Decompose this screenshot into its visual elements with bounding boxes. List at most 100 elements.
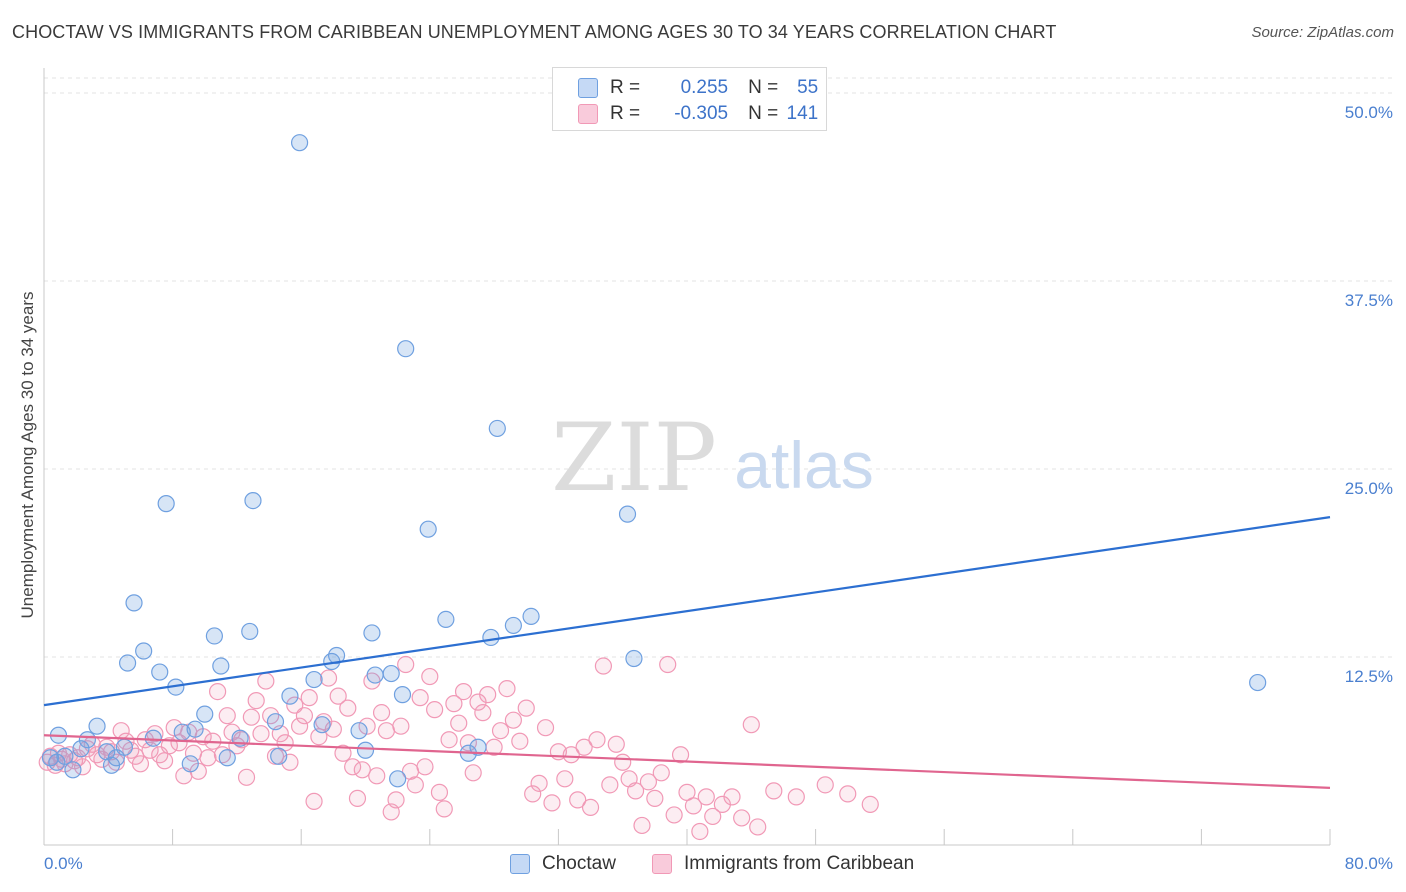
watermark: ZIP atlas: [551, 404, 874, 513]
choctaw-legend-label: Choctaw: [542, 853, 616, 874]
x-tick-labels: 0.0% 80.0%: [44, 854, 1393, 873]
choctaw-n-value: 55: [797, 77, 819, 98]
caribbean-point-102: [536, 719, 555, 737]
choctaw-point-54: [625, 649, 643, 668]
caribbean-point-93: [479, 686, 497, 704]
choctaw-point-5: [72, 740, 90, 758]
choctaw-point-11: [115, 738, 133, 756]
caribbean-legend-label: Immigrants from Caribbean: [684, 853, 915, 874]
caribbean-point-72: [377, 722, 395, 740]
caribbean-point-60: [319, 669, 338, 687]
choctaw-point-15: [144, 729, 162, 747]
caribbean-point-64: [339, 699, 357, 717]
caribbean-point-128: [704, 807, 722, 826]
caribbean-point-81: [421, 667, 439, 686]
caribbean-point-44: [242, 708, 260, 726]
choctaw-point-16: [151, 663, 169, 681]
caribbean-point-79: [411, 689, 429, 707]
caribbean-point-134: [765, 782, 783, 800]
caribbean-point-126: [691, 822, 709, 841]
choctaw-point-39: [363, 624, 381, 642]
caribbean-point-123: [671, 746, 690, 764]
caribbean-point-29: [170, 734, 188, 752]
choctaw-point-49: [482, 628, 500, 647]
caribbean-point-103: [543, 794, 561, 812]
caribbean-point-16: [107, 753, 125, 771]
choctaw-point-6: [78, 731, 97, 749]
caribbean-point-106: [562, 746, 580, 764]
r-label: R =: [610, 77, 641, 98]
bottom-legend-choctaw: Choctaw: [510, 852, 616, 876]
caribbean-point-88: [454, 682, 473, 701]
y-tick-label-2: 37.5%: [1345, 291, 1393, 310]
choctaw-point-31: [281, 687, 299, 705]
choctaw-point-44: [397, 340, 415, 358]
choctaw-point-3: [56, 747, 74, 765]
choctaw-r-value: 0.255: [680, 77, 729, 98]
caribbean-point-133: [749, 818, 767, 836]
caribbean-point-63: [334, 744, 352, 762]
caribbean-point-111: [594, 657, 613, 675]
choctaw-point-37: [350, 722, 368, 740]
caribbean-point-74: [387, 791, 405, 809]
choctaw-point-25: [218, 749, 236, 767]
n-label: N =: [748, 103, 779, 124]
legend-row-caribbean: R = -0.305 N = 141: [578, 102, 818, 126]
choctaw-point-32: [290, 134, 309, 152]
r-label: R =: [610, 103, 641, 124]
choctaw-point-33: [305, 670, 323, 689]
choctaw-point-30: [270, 747, 288, 765]
x-tick-label-min: 0.0%: [44, 854, 83, 873]
caribbean-point-127: [697, 788, 715, 806]
x-tick-label-max: 80.0%: [1345, 854, 1393, 873]
caribbean-point-95: [491, 722, 510, 740]
caribbean-point-87: [450, 714, 468, 732]
choctaw-point-12: [118, 654, 137, 672]
caribbean-point-62: [329, 687, 347, 705]
caribbean-point-66: [348, 789, 367, 807]
choctaw-point-36: [327, 646, 346, 665]
caribbean-point-110: [588, 731, 606, 749]
choctaw-point-17: [157, 495, 175, 513]
caribbean-point-45: [247, 692, 265, 710]
choctaw-point-55: [1249, 673, 1267, 692]
caribbean-point-109: [581, 798, 600, 817]
caribbean-point-85: [440, 731, 458, 749]
caribbean-point-100: [524, 785, 542, 803]
caribbean-point-35: [199, 749, 217, 767]
y-tick-label-1: 25.0%: [1345, 479, 1393, 498]
caribbean-point-70: [368, 767, 386, 785]
caribbean-point-113: [607, 735, 625, 753]
caribbean-point-112: [601, 776, 619, 794]
caribbean-point-105: [556, 770, 574, 788]
caribbean-point-38: [213, 746, 232, 764]
caribbean-point-75: [392, 717, 410, 735]
caribbean-point-107: [569, 791, 587, 809]
bottom-legend-caribbean: Immigrants from Caribbean: [652, 852, 914, 876]
caribbean-point-98: [511, 732, 529, 750]
caribbean-point-43: [237, 768, 256, 786]
caribbean-point-53: [286, 696, 304, 714]
caribbean-r-value: -0.305: [674, 103, 729, 124]
caribbean-point-68: [358, 717, 376, 735]
caribbean-point-138: [861, 795, 879, 813]
legend-row-choctaw: R = 0.255 N = 55: [578, 76, 818, 100]
caribbean-points: [38, 655, 879, 841]
caribbean-point-122: [665, 806, 683, 824]
choctaw-point-53: [618, 505, 637, 523]
choctaw-point-14: [135, 642, 153, 660]
choctaw-point-45: [419, 520, 437, 538]
choctaw-point-23: [205, 627, 223, 645]
caribbean-swatch: [578, 104, 598, 124]
caribbean-point-78: [406, 776, 424, 794]
caribbean-trendline: [43, 734, 1331, 789]
correlation-legend: R = 0.255 N = 55 R = -0.305 N = 141: [552, 67, 827, 131]
choctaw-point-20: [181, 755, 199, 773]
caribbean-point-71: [372, 704, 391, 722]
caribbean-point-118: [639, 773, 658, 791]
caribbean-point-136: [816, 776, 834, 794]
caribbean-point-55: [295, 707, 314, 725]
choctaw-point-21: [186, 720, 204, 738]
choctaw-point-38: [356, 741, 375, 759]
